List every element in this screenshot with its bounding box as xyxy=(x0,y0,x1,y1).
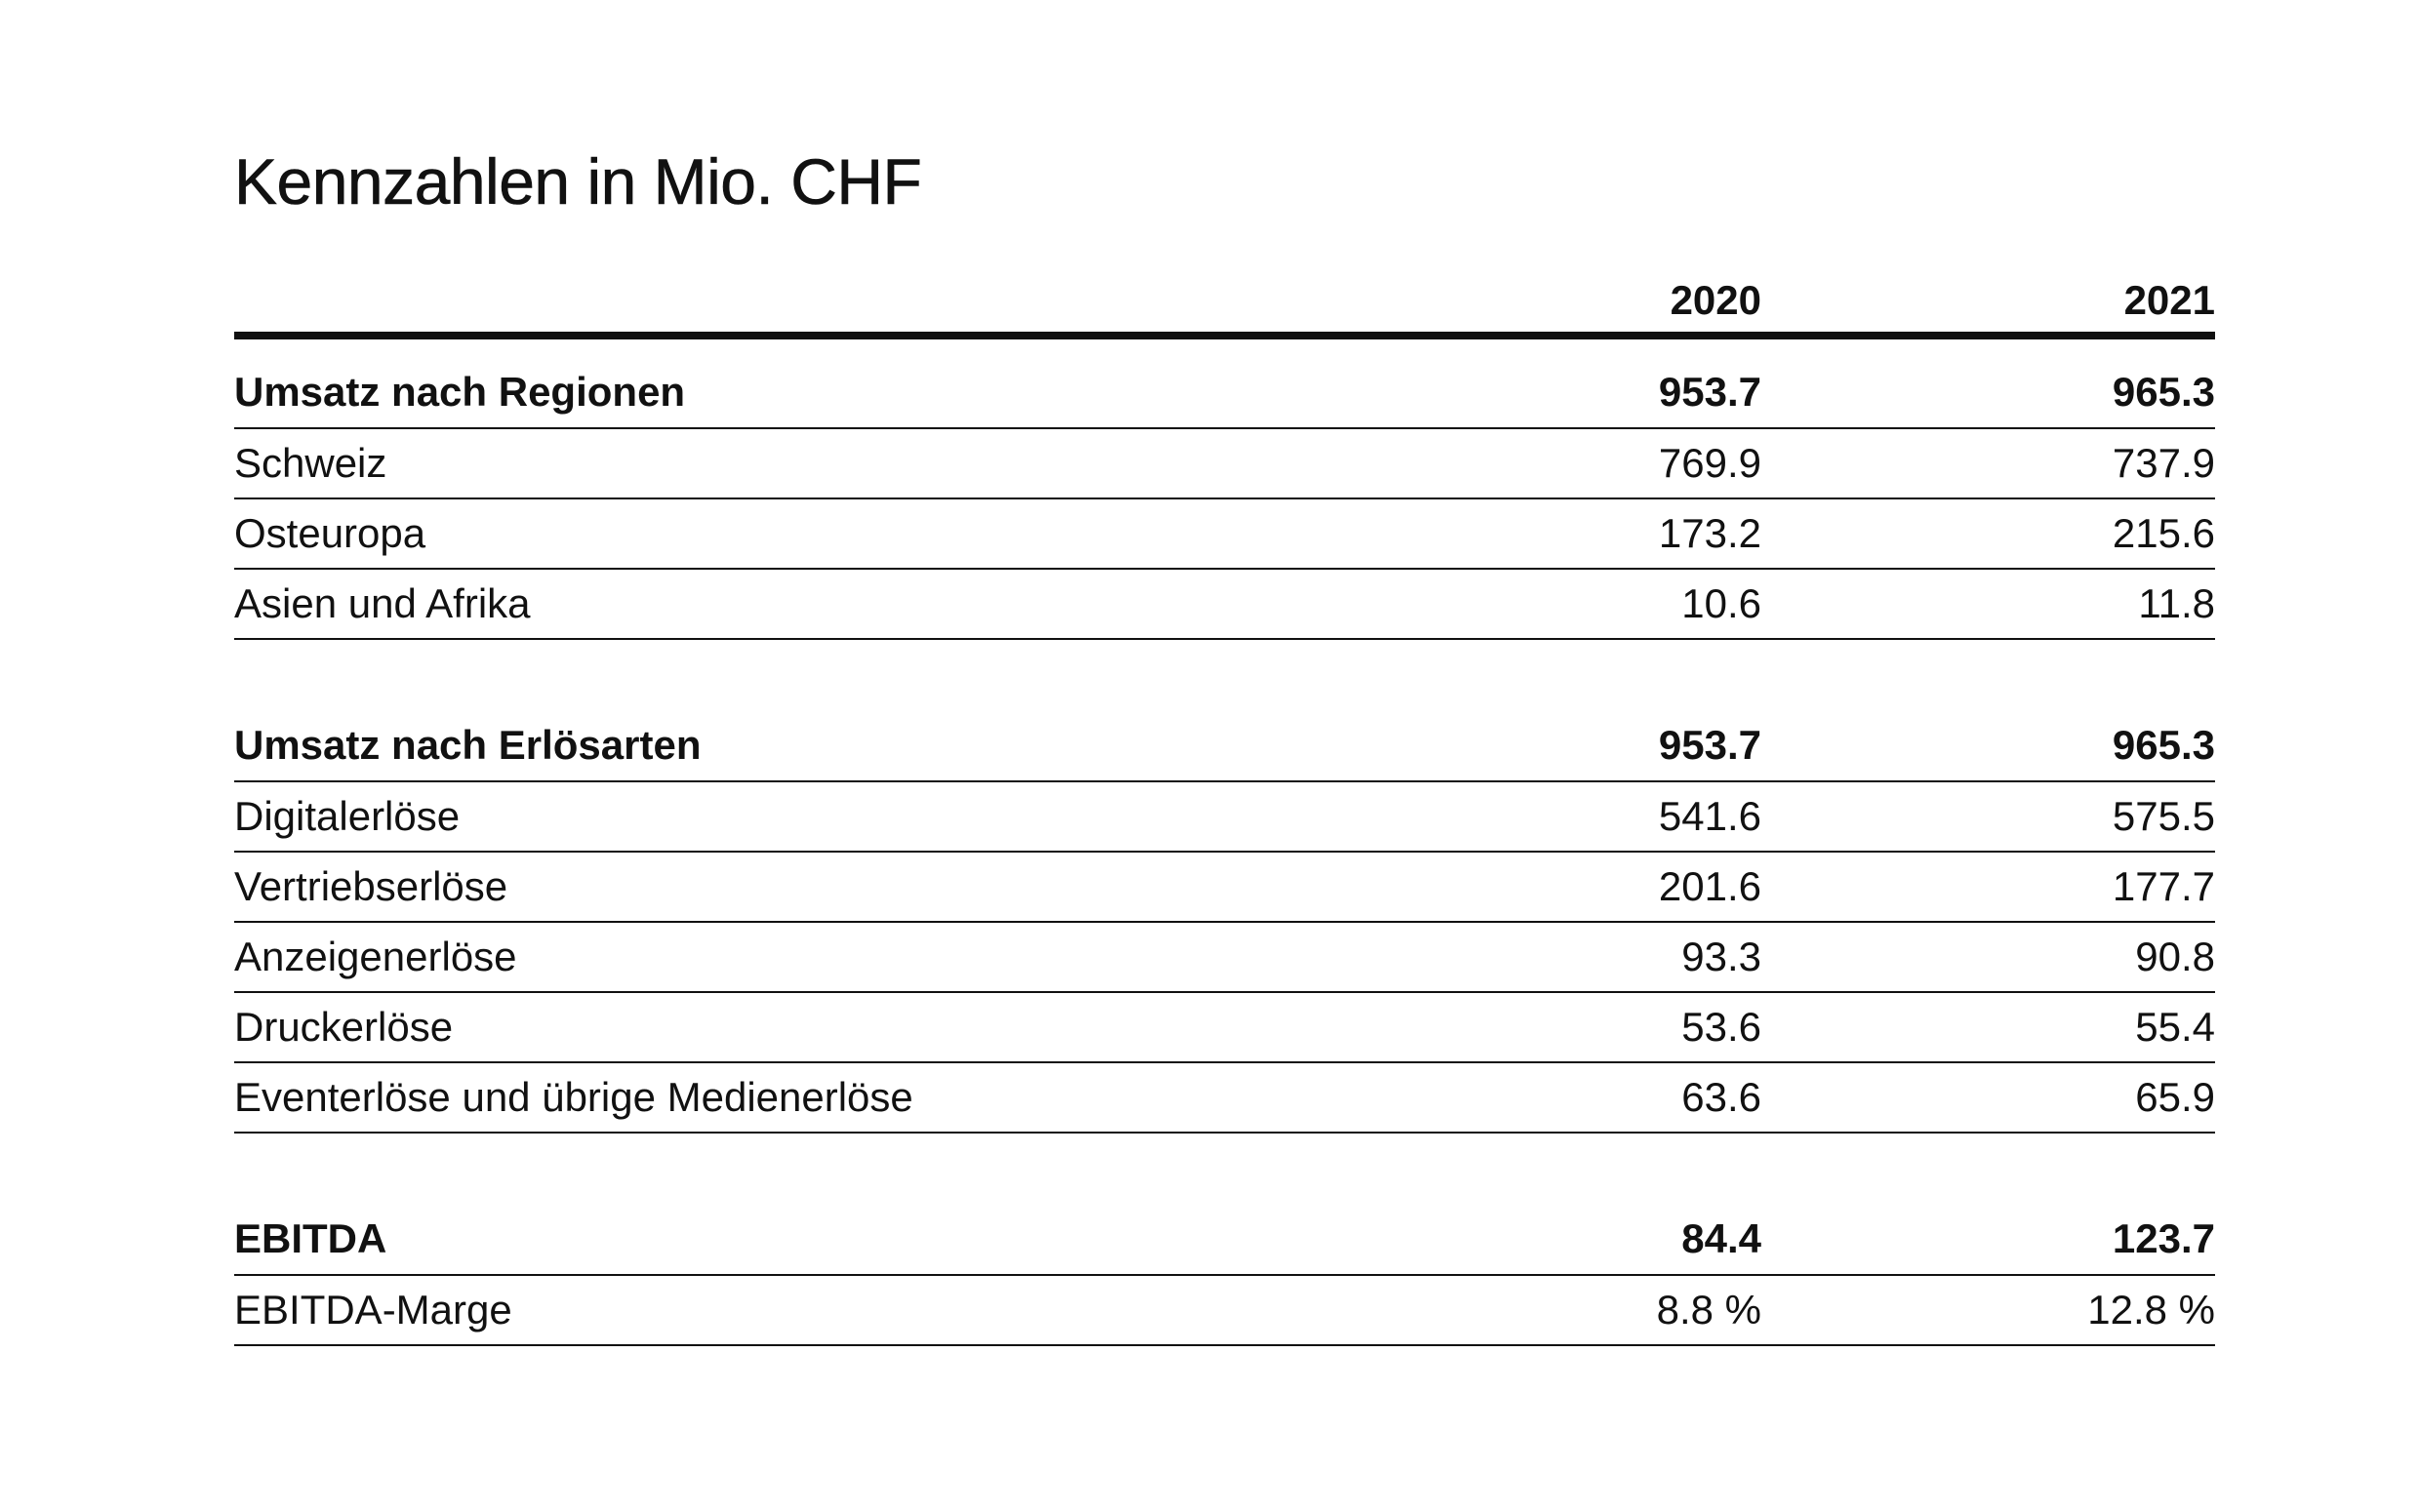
value-2020: 84.4 xyxy=(1681,1215,1761,1261)
row-label: Vertriebserlöse xyxy=(234,863,508,909)
table-row: Druckerlöse 53.6 55.4 xyxy=(234,993,2215,1063)
row-label: Umsatz nach Regionen xyxy=(234,369,686,415)
value-2021: 177.7 xyxy=(2112,863,2215,909)
value-2020: 8.8 % xyxy=(1656,1287,1761,1333)
table-row-total: Umsatz nach Erlösarten 953.7 965.3 xyxy=(234,710,2215,782)
value-2020: 173.2 xyxy=(1658,510,1761,556)
section-revenue-by-region: Umsatz nach Regionen 953.7 965.3 Schweiz… xyxy=(234,357,2215,640)
page-title: Kennzahlen in Mio. CHF xyxy=(234,145,922,219)
key-figures-document: Kennzahlen in Mio. CHF 2020 2021 Umsatz … xyxy=(234,137,2215,1346)
value-2020: 953.7 xyxy=(1658,722,1761,768)
table-row: Digitalerlöse 541.6 575.5 xyxy=(234,782,2215,853)
table-row: Vertriebserlöse 201.6 177.7 xyxy=(234,853,2215,923)
value-2021: 965.3 xyxy=(2112,722,2215,768)
value-2020: 10.6 xyxy=(1681,580,1761,626)
value-2021: 11.8 xyxy=(2138,580,2215,626)
table-row-total: Umsatz nach Regionen 953.7 965.3 xyxy=(234,357,2215,429)
table-row-total: EBITDA 84.4 123.7 xyxy=(234,1204,2215,1276)
value-2020: 769.9 xyxy=(1658,440,1761,486)
value-2020: 953.7 xyxy=(1658,369,1761,415)
value-2021: 65.9 xyxy=(2135,1074,2215,1120)
row-label: Schweiz xyxy=(234,440,387,486)
row-label: EBITDA-Marge xyxy=(234,1287,512,1333)
value-2021: 12.8 % xyxy=(2087,1287,2215,1333)
table-row: Anzeigenerlöse 93.3 90.8 xyxy=(234,923,2215,993)
row-label: Osteuropa xyxy=(234,510,426,556)
value-2020: 63.6 xyxy=(1681,1074,1761,1120)
row-label: Anzeigenerlöse xyxy=(234,934,517,979)
value-2021: 737.9 xyxy=(2112,440,2215,486)
table-row: Asien und Afrika 10.6 11.8 xyxy=(234,570,2215,640)
row-label: Asien und Afrika xyxy=(234,580,531,626)
header-year-2020: 2020 xyxy=(1670,277,1761,323)
header-year-2021: 2021 xyxy=(2123,277,2215,323)
value-2020: 541.6 xyxy=(1658,793,1761,839)
value-2021: 55.4 xyxy=(2135,1004,2215,1050)
value-2020: 93.3 xyxy=(1681,934,1761,979)
section-ebitda: EBITDA 84.4 123.7 EBITDA-Marge 8.8 % 12.… xyxy=(234,1204,2215,1346)
table-row: EBITDA-Marge 8.8 % 12.8 % xyxy=(234,1276,2215,1346)
row-label: EBITDA xyxy=(234,1215,387,1261)
value-2021: 215.6 xyxy=(2112,510,2215,556)
table-row: Osteuropa 173.2 215.6 xyxy=(234,499,2215,570)
value-2020: 201.6 xyxy=(1658,863,1761,909)
row-label: Digitalerlöse xyxy=(234,793,461,839)
value-2021: 575.5 xyxy=(2112,793,2215,839)
row-label: Eventerlöse und übrige Medienerlöse xyxy=(234,1074,913,1120)
section-revenue-by-type: Umsatz nach Erlösarten 953.7 965.3 Digit… xyxy=(234,710,2215,1134)
header-rule xyxy=(234,332,2215,339)
value-2021: 965.3 xyxy=(2112,369,2215,415)
table-row: Eventerlöse und übrige Medienerlöse 63.6… xyxy=(234,1063,2215,1134)
table-row: Schweiz 769.9 737.9 xyxy=(234,429,2215,499)
value-2021: 123.7 xyxy=(2112,1215,2215,1261)
row-label: Umsatz nach Erlösarten xyxy=(234,722,702,768)
row-label: Druckerlöse xyxy=(234,1004,454,1050)
table-header: 2020 2021 xyxy=(234,265,2215,324)
value-2021: 90.8 xyxy=(2135,934,2215,979)
value-2020: 53.6 xyxy=(1681,1004,1761,1050)
